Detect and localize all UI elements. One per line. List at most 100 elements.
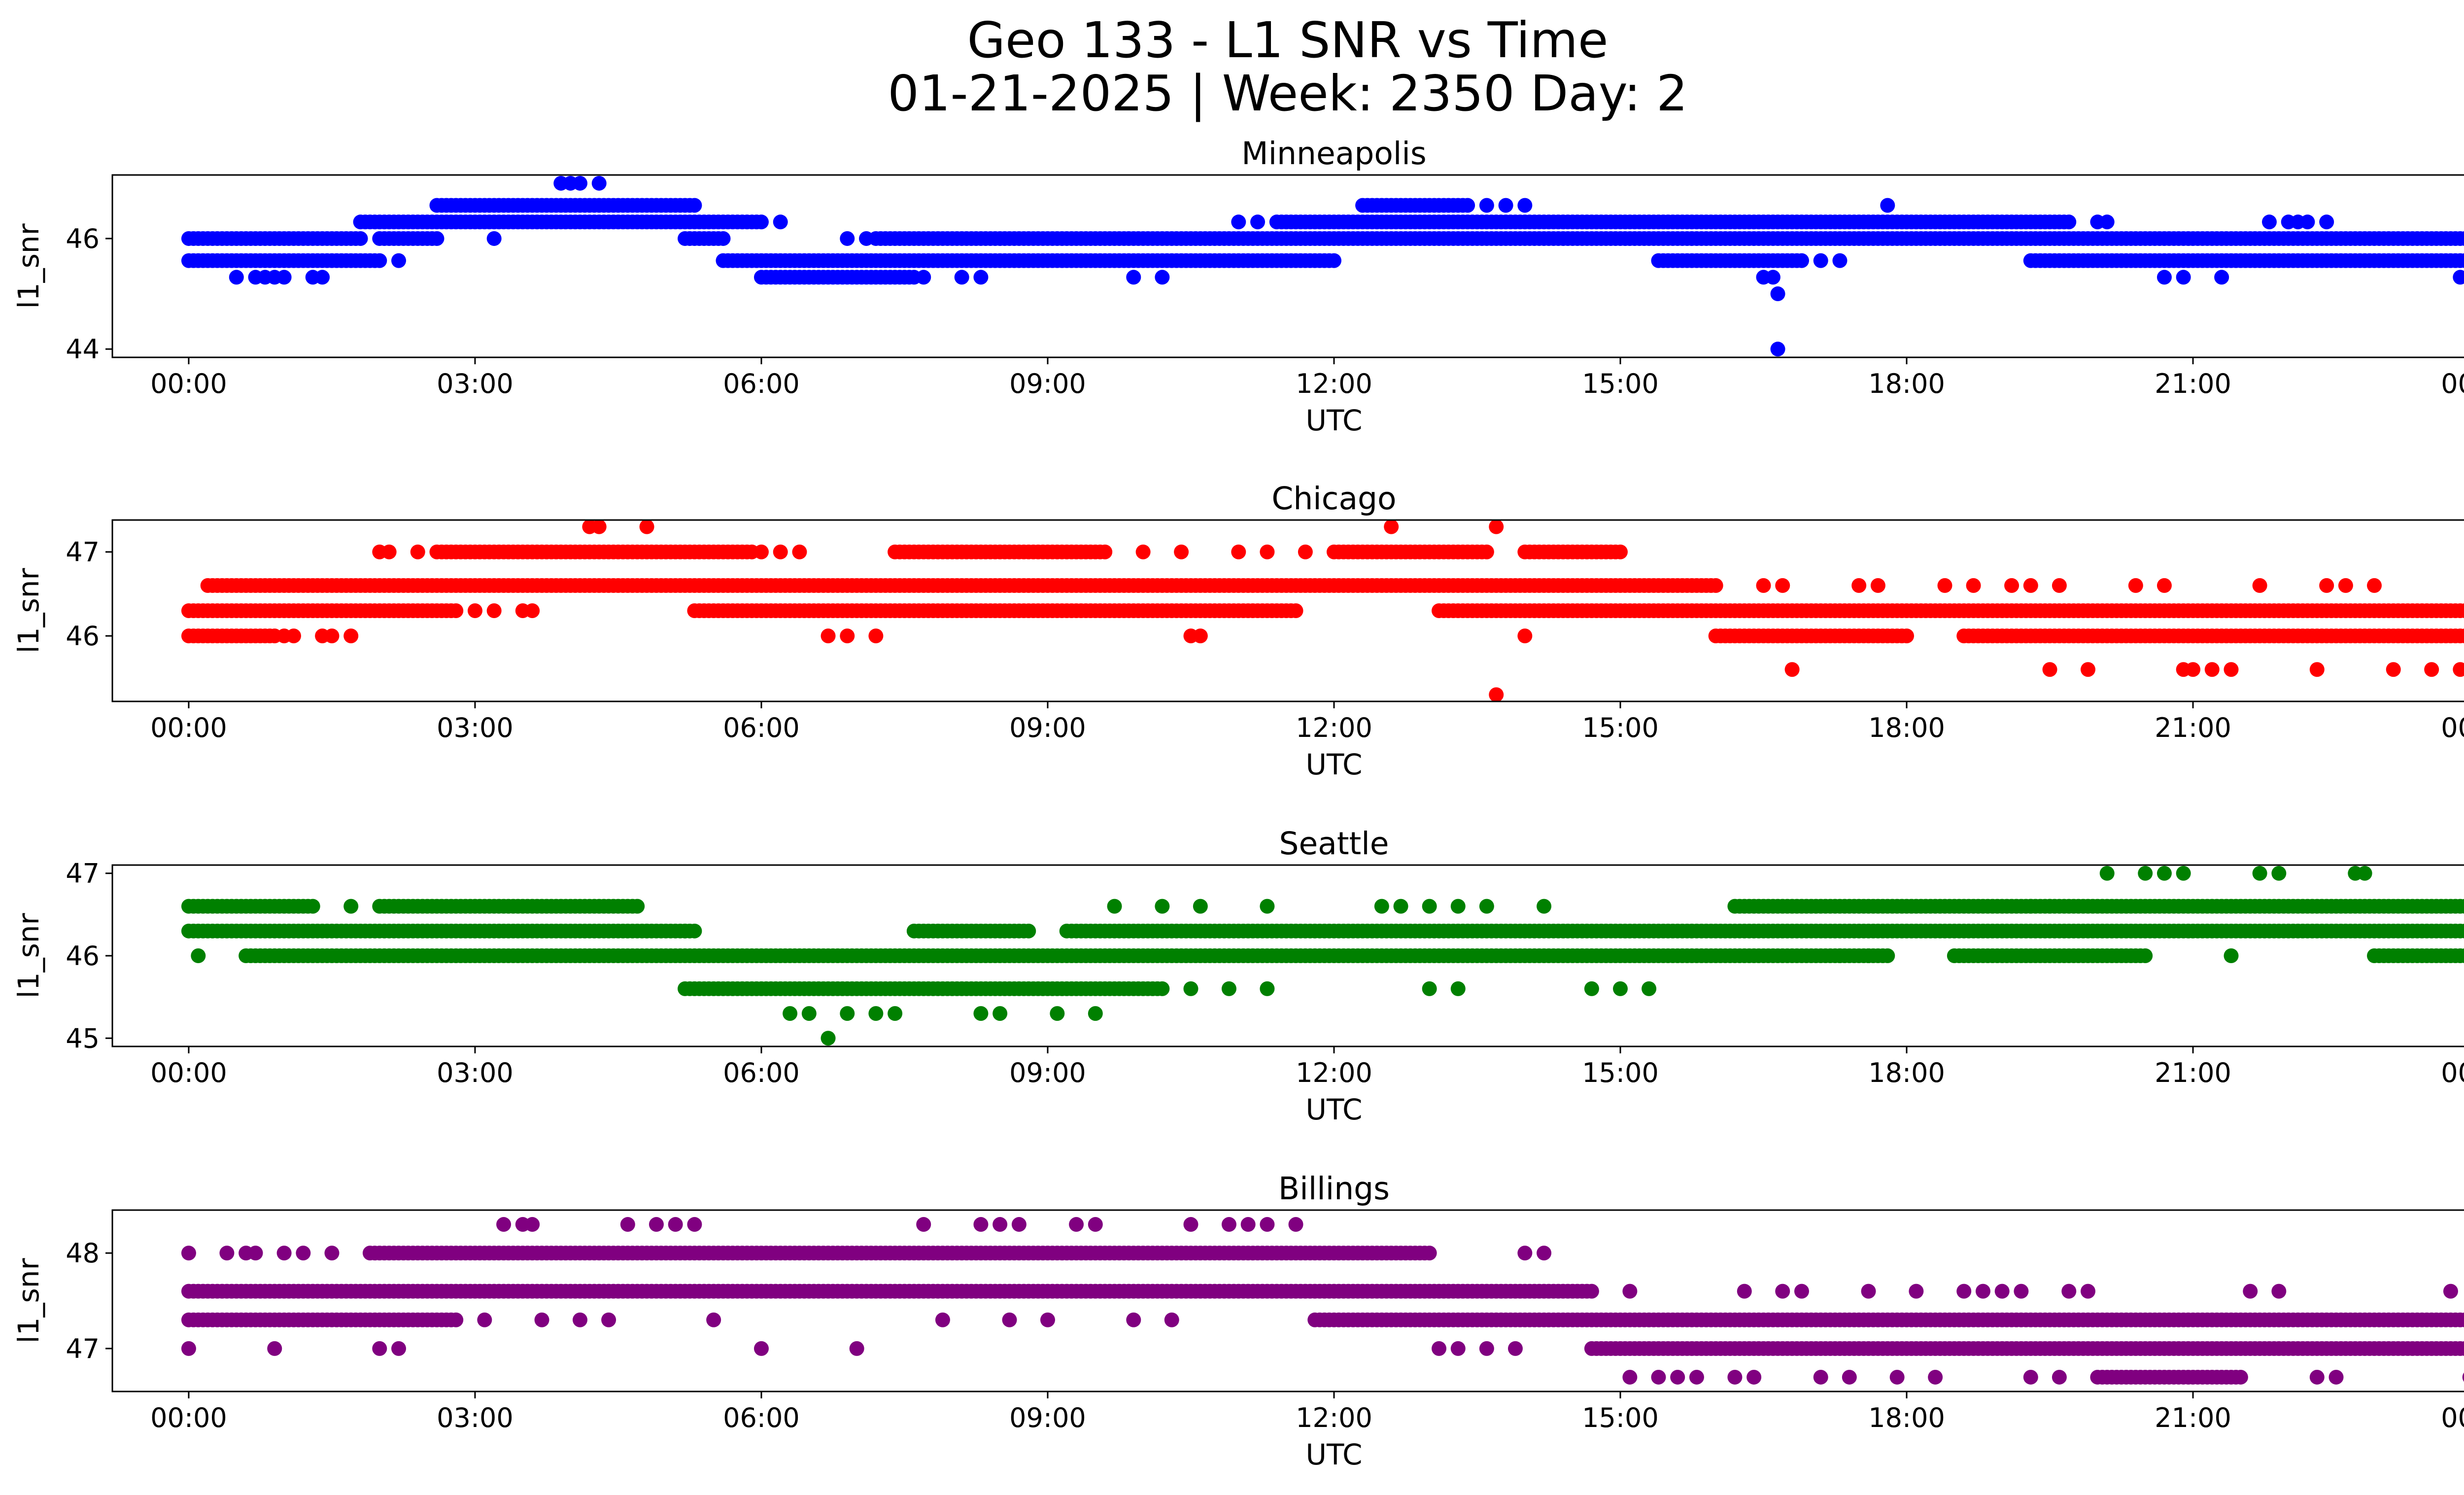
data-point — [2462, 926, 2464, 936]
x-tick-label: 00:00 — [150, 1057, 227, 1088]
data-point — [1708, 578, 1723, 593]
data-point — [248, 1246, 263, 1261]
data-point — [668, 1217, 683, 1232]
data-point — [773, 214, 788, 230]
x-tick-label: 12:00 — [1296, 1402, 1372, 1433]
data-point — [821, 628, 836, 644]
data-point — [1288, 603, 1303, 618]
x-tick-label: 21:00 — [2155, 1057, 2231, 1088]
data-point — [343, 899, 359, 914]
data-point — [1460, 198, 1475, 213]
data-point — [1622, 1369, 1638, 1385]
data-point — [1832, 948, 1848, 963]
data-point — [1813, 253, 1828, 268]
data-point — [2328, 1369, 2344, 1385]
data-point — [1164, 1312, 1179, 1327]
data-point — [1937, 578, 1952, 593]
data-point — [935, 1312, 950, 1327]
data-point — [2458, 1312, 2464, 1327]
data-point — [572, 175, 587, 191]
data-point — [1384, 520, 1399, 534]
x-tick-label: 00:00 — [2441, 1402, 2464, 1433]
data-point — [2462, 234, 2464, 243]
data-point — [706, 1312, 721, 1327]
data-point — [305, 899, 320, 914]
y-tick-label: 46 — [66, 223, 100, 254]
data-point — [1183, 981, 1198, 996]
subplot-title: Billings — [1278, 1171, 1390, 1207]
data-point — [467, 603, 482, 618]
x-tick-label: 15:00 — [1582, 368, 1659, 399]
x-tick-label: 00:00 — [150, 368, 227, 399]
data-point — [1909, 1284, 1924, 1299]
data-point — [2338, 578, 2353, 593]
data-point — [381, 544, 397, 559]
data-point — [525, 1217, 540, 1232]
y-axis-label: l1_snr — [12, 223, 45, 309]
data-point — [649, 1217, 664, 1232]
data-point — [2099, 214, 2115, 230]
data-point — [2424, 662, 2439, 677]
data-point — [1088, 1217, 1103, 1232]
data-point — [181, 1341, 196, 1356]
data-point — [2128, 578, 2143, 593]
data-point — [2138, 948, 2153, 963]
data-point — [1794, 253, 1809, 268]
data-point — [276, 1246, 292, 1261]
data-point — [2081, 1284, 2096, 1299]
data-point — [2186, 662, 2201, 677]
data-point — [1088, 1006, 1103, 1021]
data-point — [859, 231, 874, 246]
data-point — [1155, 899, 1170, 914]
data-point — [1889, 1369, 1905, 1385]
data-point — [1775, 578, 1790, 593]
x-tick-label: 15:00 — [1582, 712, 1659, 743]
data-point — [486, 231, 502, 246]
data-point — [1231, 214, 1246, 230]
data-point — [1861, 948, 1876, 963]
data-point — [2156, 578, 2172, 593]
data-point — [2176, 866, 2191, 881]
data-point — [1689, 1369, 1704, 1385]
data-point — [1770, 342, 1785, 357]
data-point — [1765, 270, 1780, 285]
data-point — [229, 270, 244, 285]
y-tick-label: 48 — [66, 1238, 100, 1269]
data-point — [1193, 899, 1208, 914]
data-point — [2061, 214, 2077, 230]
data-point — [1422, 1246, 1437, 1261]
figure-title-line1: Geo 133 - L1 SNR vs Time — [967, 11, 1608, 69]
data-point — [773, 544, 788, 559]
data-point — [1584, 1284, 1599, 1299]
x-tick-label: 09:00 — [1009, 1402, 1086, 1433]
data-point — [753, 544, 769, 559]
data-point — [267, 1341, 282, 1356]
x-tick-label: 18:00 — [1868, 1057, 1945, 1088]
data-point — [1021, 923, 1036, 939]
x-tick-label: 00:00 — [150, 712, 227, 743]
x-tick-label: 12:00 — [1296, 368, 1372, 399]
data-point — [1928, 1369, 1943, 1385]
axes-frame — [111, 1209, 2464, 1392]
data-point — [678, 923, 693, 939]
data-point — [477, 1312, 492, 1327]
data-point — [792, 544, 807, 559]
data-point — [753, 1341, 769, 1356]
data-point — [1479, 198, 1494, 213]
data-point — [2023, 899, 2038, 914]
data-point — [2453, 270, 2464, 285]
data-point — [1193, 628, 1208, 644]
data-point — [2462, 902, 2464, 911]
data-point — [1221, 981, 1236, 996]
data-point — [410, 544, 425, 559]
x-tick-label: 09:00 — [1009, 712, 1086, 743]
data-point — [1040, 1312, 1055, 1327]
data-point — [591, 520, 607, 534]
data-points-group — [181, 1217, 2464, 1385]
data-point — [2367, 578, 2382, 593]
data-point — [2099, 866, 2115, 881]
x-tick-label: 00:00 — [150, 1402, 227, 1433]
data-point — [1260, 544, 1275, 559]
data-point — [840, 628, 855, 644]
